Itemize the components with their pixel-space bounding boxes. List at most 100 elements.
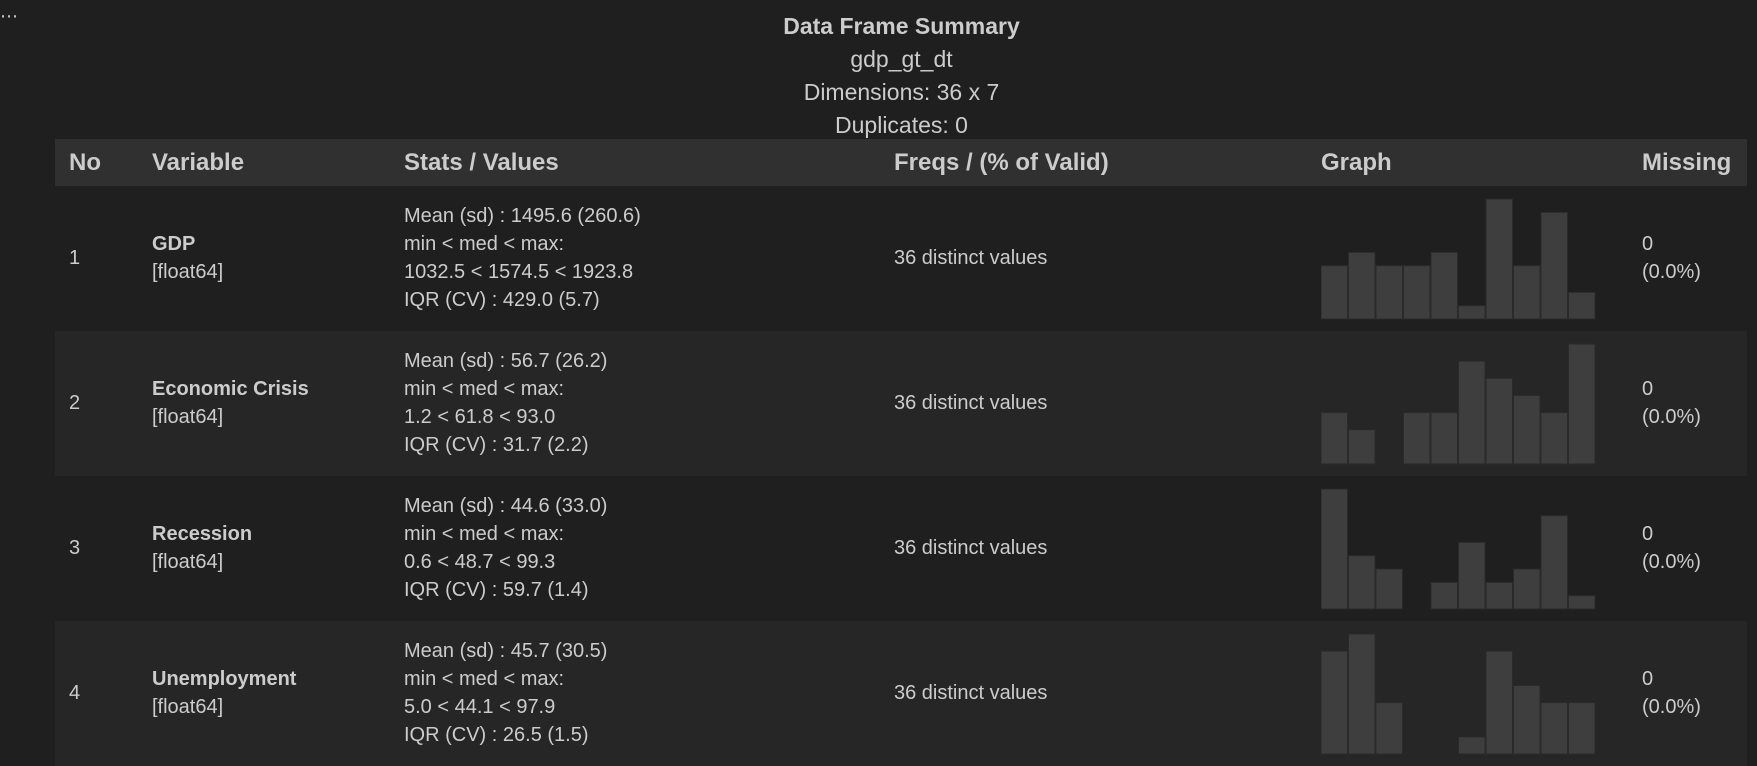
histogram-bar (1568, 595, 1596, 610)
stats-line: min < med < max: (404, 233, 565, 255)
histogram-bar (1375, 702, 1403, 755)
histogram-bar (1375, 265, 1403, 320)
summary-title: Data Frame Summary (783, 13, 1020, 39)
dataset-name: gdp_gt_dt (850, 46, 953, 72)
histogram (1320, 343, 1596, 465)
stats-line: min < med < max: (404, 378, 565, 400)
missing-cell: 0 (0.0%) (1642, 230, 1701, 286)
variable-name: Economic Crisis (152, 378, 309, 400)
histogram-bar (1458, 360, 1486, 465)
table-header: No Variable Stats / Values Freqs / (% of… (55, 139, 1747, 186)
row-number: 2 (69, 392, 81, 414)
histogram-bar (1568, 702, 1596, 755)
stats-line: 1032.5 < 1574.5 < 1923.8 (404, 261, 634, 283)
missing-count: 0 (1642, 668, 1654, 690)
histogram-bar (1485, 581, 1513, 610)
freqs-cell: 36 distinct values (894, 392, 1048, 414)
histogram-cell (1320, 633, 1601, 763)
histogram-cell (1320, 488, 1601, 618)
histogram-cell (1320, 343, 1601, 473)
histogram-cell (1320, 198, 1601, 328)
variable-type: [float64] (152, 261, 224, 283)
missing-percent: (0.0%) (1642, 551, 1701, 573)
missing-percent: (0.0%) (1642, 406, 1701, 428)
histogram-bar (1320, 265, 1348, 320)
histogram-bar (1540, 515, 1568, 610)
col-header-freqs: Freqs / (% of Valid) (894, 149, 1109, 176)
stats-cell: Mean (sd) : 44.6 (33.0) min < med < max: 0… (404, 492, 607, 604)
variable-type: [float64] (152, 551, 224, 573)
histogram-bar (1513, 265, 1541, 320)
stats-line: min < med < max: (404, 523, 565, 545)
stats-cell: Mean (sd) : 45.7 (30.5) min < med < max: 5… (404, 637, 607, 749)
stats-line: Mean (sd) : 45.7 (30.5) (404, 640, 608, 662)
histogram-bar (1320, 650, 1348, 755)
table-row: 1 GDP [float64] Mean (sd) : 1495.6 (260.… (55, 186, 1747, 331)
histogram-bar (1485, 377, 1513, 465)
missing-count: 0 (1642, 378, 1654, 400)
freqs-cell: 36 distinct values (894, 247, 1048, 269)
dimensions-text: Dimensions: 36 x 7 (803, 79, 1000, 105)
table-row: 3 Recession [float64] Mean (sd) : 44.6 (… (55, 476, 1747, 621)
table-row: 2 Economic Crisis [float64] Mean (sd) : … (55, 331, 1747, 476)
histogram-bar (1458, 305, 1486, 320)
row-number: 3 (69, 537, 81, 559)
variable-cell: Recession [float64] (152, 520, 252, 576)
missing-cell: 0 (0.0%) (1642, 375, 1701, 431)
histogram (1320, 633, 1596, 755)
variable-name: GDP (152, 233, 196, 255)
more-icon[interactable]: ⋯ (0, 6, 19, 26)
variable-name: Recession (152, 523, 253, 545)
col-header-no: No (69, 149, 101, 176)
col-header-variable: Variable (152, 149, 245, 176)
histogram-bar (1485, 198, 1513, 320)
summary-table: No Variable Stats / Values Freqs / (% of… (55, 139, 1747, 766)
stats-line: IQR (CV) : 59.7 (1.4) (404, 579, 589, 601)
stats-line: IQR (CV) : 31.7 (2.2) (404, 434, 589, 456)
missing-cell: 0 (0.0%) (1642, 665, 1701, 721)
col-header-missing: Missing (1642, 149, 1732, 176)
freqs-cell: 36 distinct values (894, 537, 1048, 559)
stats-cell: Mean (sd) : 56.7 (26.2) min < med < max: 1… (404, 347, 607, 459)
stats-line: 0.6 < 48.7 < 99.3 (404, 551, 556, 573)
histogram-bar (1430, 581, 1458, 610)
histogram-bar (1348, 429, 1376, 465)
histogram (1320, 198, 1596, 320)
stats-line: Mean (sd) : 44.6 (33.0) (404, 495, 608, 517)
missing-count: 0 (1642, 233, 1654, 255)
histogram-bar (1348, 555, 1376, 610)
col-header-stats: Stats / Values (404, 149, 559, 176)
histogram-bar (1568, 343, 1596, 465)
histogram-bar (1403, 265, 1431, 320)
stats-line: min < med < max: (404, 668, 565, 690)
histogram-bar (1320, 412, 1348, 465)
col-header-graph: Graph (1321, 149, 1392, 176)
histogram-bar (1375, 568, 1403, 610)
histogram-bar (1403, 412, 1431, 465)
variable-type: [float64] (152, 696, 224, 718)
summary-header: Data Frame Summary gdp_gt_dt Dimensions:… (0, 10, 1757, 142)
histogram-bar (1348, 251, 1376, 320)
histogram-bar (1513, 684, 1541, 755)
histogram-bar (1320, 488, 1348, 610)
table-body: 1 GDP [float64] Mean (sd) : 1495.6 (260.… (55, 186, 1747, 766)
histogram-bar (1540, 211, 1568, 320)
duplicates-text: Duplicates: 0 (835, 112, 968, 138)
row-number: 1 (69, 247, 81, 269)
stats-line: 5.0 < 44.1 < 97.9 (404, 696, 556, 718)
missing-percent: (0.0%) (1642, 696, 1701, 718)
histogram-bar (1458, 541, 1486, 610)
histogram-bar (1540, 412, 1568, 465)
stats-line: IQR (CV) : 26.5 (1.5) (404, 724, 589, 746)
stats-line: Mean (sd) : 56.7 (26.2) (404, 350, 608, 372)
variable-type: [float64] (152, 406, 224, 428)
histogram (1320, 488, 1596, 610)
table-row: 4 Unemployment [float64] Mean (sd) : 45.… (55, 621, 1747, 766)
histogram-bar (1430, 412, 1458, 465)
row-number: 4 (69, 682, 81, 704)
histogram-bar (1513, 394, 1541, 465)
stats-line: Mean (sd) : 1495.6 (260.6) (404, 205, 641, 227)
variable-cell: Economic Crisis [float64] (152, 375, 309, 431)
histogram-bar (1568, 291, 1596, 320)
histogram-bar (1458, 736, 1486, 755)
